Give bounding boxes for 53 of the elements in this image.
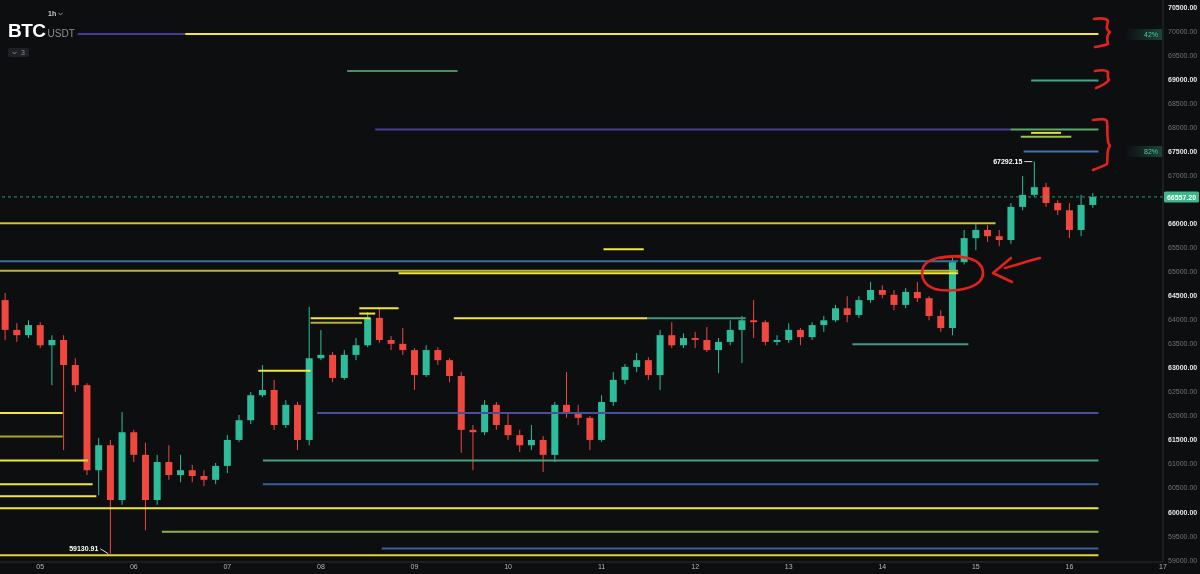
candlestick bbox=[399, 327, 407, 356]
candlestick bbox=[785, 322, 793, 344]
candlestick bbox=[177, 454, 185, 483]
candlestick bbox=[867, 281, 875, 304]
candlestick bbox=[516, 429, 524, 453]
candlestick bbox=[48, 334, 56, 386]
candlestick bbox=[913, 281, 921, 303]
candlestick bbox=[71, 357, 79, 393]
candlestick bbox=[644, 356, 652, 381]
candlestick bbox=[715, 337, 723, 374]
candlestick bbox=[609, 371, 617, 407]
candlestick bbox=[329, 351, 337, 383]
candlestick bbox=[902, 287, 910, 309]
candlestick bbox=[925, 295, 933, 321]
candlestick bbox=[1065, 202, 1073, 239]
candlestick bbox=[504, 412, 512, 441]
candlestick bbox=[282, 399, 290, 429]
candlestick bbox=[621, 363, 629, 385]
candlestick bbox=[130, 429, 138, 463]
candlestick bbox=[212, 462, 220, 485]
candlestick bbox=[738, 315, 746, 364]
candlestick bbox=[375, 307, 383, 344]
candlestick bbox=[36, 321, 44, 349]
candlestick bbox=[387, 335, 395, 351]
candlestick bbox=[1042, 182, 1050, 208]
candlestick bbox=[586, 415, 594, 451]
candlestick bbox=[1030, 161, 1038, 198]
candlestick bbox=[937, 309, 945, 333]
candlestick bbox=[165, 444, 173, 481]
candlestick bbox=[200, 469, 208, 487]
candlestick bbox=[446, 357, 454, 383]
candlestick bbox=[890, 289, 898, 311]
text: USDT bbox=[47, 28, 75, 39]
text: BTC bbox=[8, 20, 46, 42]
candlestick bbox=[340, 349, 348, 381]
candlestick bbox=[843, 295, 851, 323]
candlestick bbox=[258, 364, 266, 398]
candlestick bbox=[855, 295, 863, 319]
candlestick bbox=[703, 326, 711, 353]
candlestick bbox=[668, 321, 676, 349]
candlestick bbox=[773, 334, 781, 346]
candlestick bbox=[1019, 175, 1027, 211]
candlestick bbox=[352, 337, 360, 361]
candlestick bbox=[761, 319, 769, 346]
candlestick bbox=[563, 371, 571, 419]
candlestick bbox=[633, 352, 641, 373]
candlestick bbox=[539, 435, 547, 473]
candlestick bbox=[726, 319, 734, 346]
candlestick bbox=[972, 223, 980, 251]
candlestick bbox=[235, 414, 243, 443]
candlestick bbox=[13, 322, 21, 343]
candlestick bbox=[750, 299, 758, 339]
candlestick bbox=[527, 424, 535, 451]
